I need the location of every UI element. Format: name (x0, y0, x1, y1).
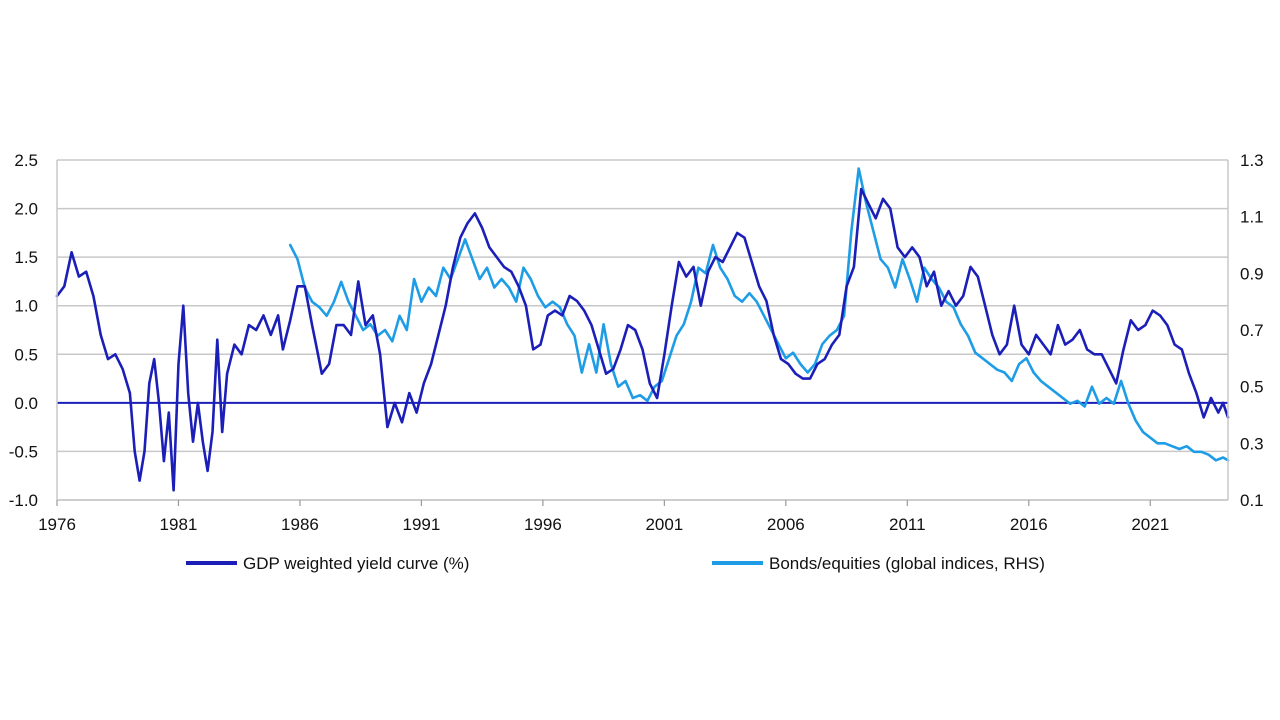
x-tick-label-1996: 1996 (524, 515, 562, 534)
left-tick-label-1-0: -1.0 (9, 491, 38, 510)
legend-label-yield-curve: GDP weighted yield curve (%) (243, 554, 469, 573)
right-tick-label-1-1: 1.1 (1240, 208, 1264, 227)
right-tick-label-0-1: 0.1 (1240, 491, 1264, 510)
left-tick-label-2-0: 2.0 (14, 200, 38, 219)
right-tick-label-0-7: 0.7 (1240, 321, 1264, 340)
gridlines (57, 159, 1228, 501)
x-tick-label-2016: 2016 (1010, 515, 1048, 534)
x-tick-label-2011: 2011 (889, 515, 926, 534)
legend: GDP weighted yield curve (%) Bonds/equit… (186, 554, 1045, 573)
x-tick-label-1981: 1981 (160, 515, 198, 534)
right-tick-label-0-5: 0.5 (1240, 378, 1264, 397)
x-tick-label-2001: 2001 (645, 515, 683, 534)
right-axis: 1.3 1.1 0.9 0.7 0.5 0.3 0.1 (1227, 151, 1264, 510)
left-tick-label-0-0: 0.0 (14, 394, 38, 413)
series-line-bonds-equities-global-indices-rhs (288, 167, 1230, 462)
left-tick-label-0-5: 0.5 (14, 345, 38, 364)
series-line-gdp-weighted-yield-curve (55, 187, 1230, 492)
left-tick-label-0-5: -0.5 (9, 442, 38, 461)
x-tick-label-1976: 1976 (38, 515, 76, 534)
right-tick-label-0-9: 0.9 (1240, 264, 1264, 283)
left-tick-label-2-5: 2.5 (14, 151, 38, 170)
legend-label-bonds-equities: Bonds/equities (global indices, RHS) (769, 554, 1045, 573)
right-tick-label-0-3: 0.3 (1240, 434, 1264, 453)
left-tick-label-1-0: 1.0 (14, 297, 38, 316)
x-axis: 1976 1981 1986 1991 1996 2001 2006 2011 2016 2021 (38, 499, 1228, 534)
x-tick-label-2006: 2006 (767, 515, 805, 534)
right-tick-label-1-3: 1.3 (1240, 151, 1264, 170)
series-layer (55, 167, 1230, 492)
left-axis: 2.5 2.0 1.5 1.0 0.5 0.0 -0.5 -1.0 (9, 151, 58, 510)
x-tick-label-1991: 1991 (403, 515, 441, 534)
x-tick-label-1986: 1986 (281, 515, 319, 534)
x-tick-label-2021: 2021 (1131, 515, 1169, 534)
left-tick-label-1-5: 1.5 (14, 248, 38, 267)
